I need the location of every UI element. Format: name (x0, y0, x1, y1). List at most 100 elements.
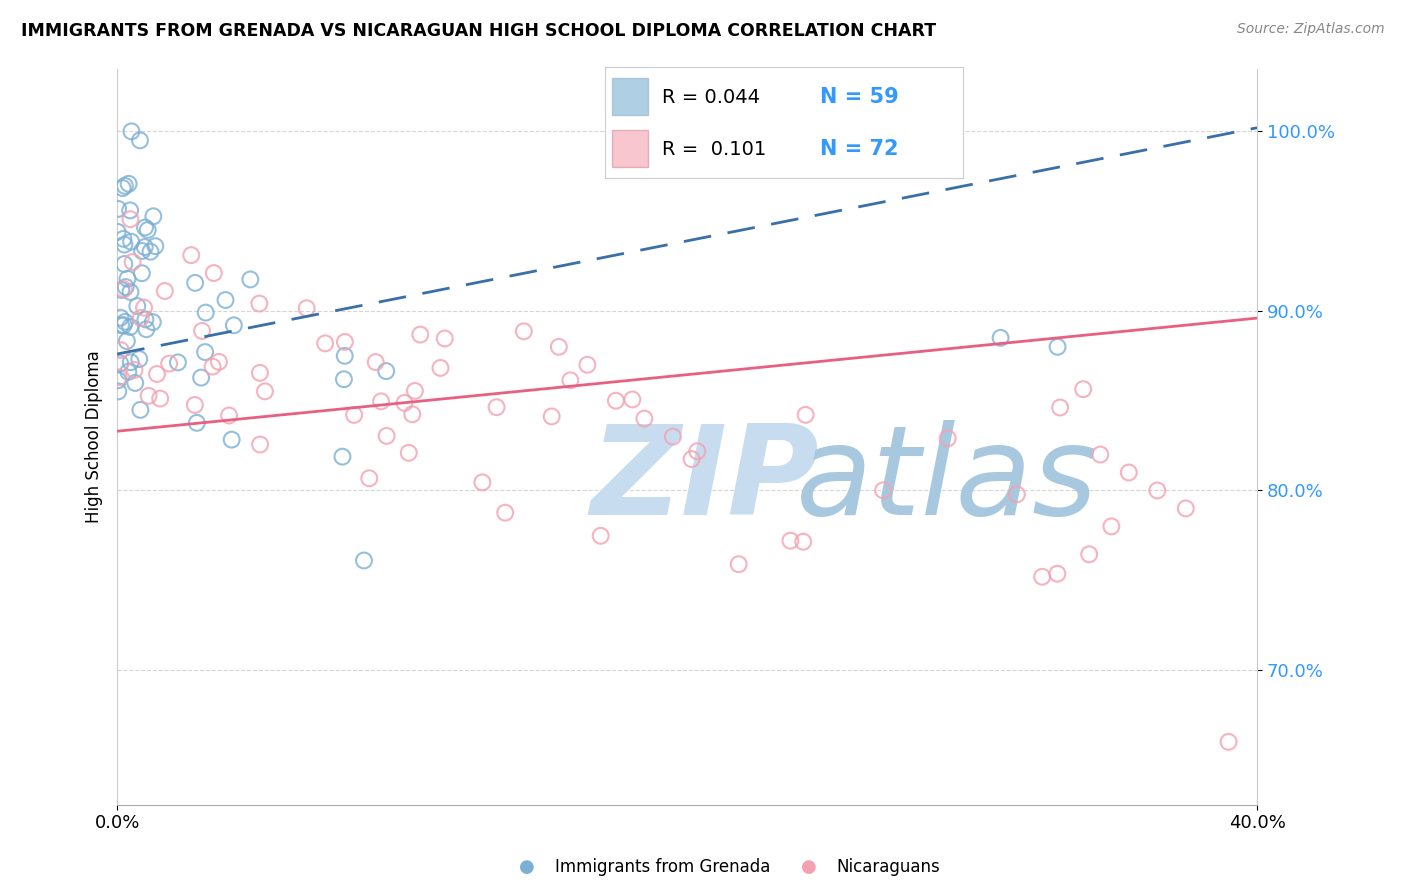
Point (560, 373, 582, 387)
Point (471, 475, 494, 490)
Point (221, 433, 243, 447)
Text: ●: ● (519, 858, 536, 876)
Point (936, 431, 959, 445)
Point (110, 283, 132, 297)
Point (110, 318, 132, 333)
Point (194, 305, 217, 319)
Point (727, 558, 749, 572)
Point (129, 310, 152, 325)
Point (621, 392, 644, 407)
Point (146, 367, 169, 381)
Point (247, 296, 270, 310)
Point (398, 446, 420, 460)
Point (180, 248, 202, 262)
Point (429, 360, 451, 375)
Point (332, 450, 354, 464)
Text: IMMIGRANTS FROM GRENADA VS NICARAGUAN HIGH SCHOOL DIPLOMA CORRELATION CHART: IMMIGRANTS FROM GRENADA VS NICARAGUAN HI… (21, 22, 936, 40)
Point (117, 177, 139, 191)
Point (117, 365, 139, 379)
Point (239, 272, 262, 286)
Point (794, 408, 817, 422)
Point (1046, 566, 1069, 581)
Text: Immigrants from Grenada: Immigrants from Grenada (555, 858, 770, 876)
Point (124, 376, 146, 390)
Point (605, 393, 627, 408)
Text: atlas: atlas (796, 420, 1098, 541)
Text: Source: ZipAtlas.com: Source: ZipAtlas.com (1237, 22, 1385, 37)
Text: ●: ● (800, 858, 817, 876)
Point (120, 285, 142, 299)
Point (353, 553, 375, 567)
Point (1071, 382, 1094, 396)
Point (107, 225, 129, 239)
Text: Nicaraguans: Nicaraguans (837, 858, 941, 876)
Point (120, 124, 142, 138)
Point (124, 363, 146, 377)
Point (1031, 570, 1053, 584)
Point (131, 266, 153, 280)
Point (134, 240, 156, 254)
Point (1218, 735, 1240, 749)
Point (333, 349, 356, 363)
Point (1046, 340, 1069, 354)
Point (314, 336, 336, 351)
Point (779, 533, 801, 548)
Text: R = 0.044: R = 0.044 (662, 87, 761, 106)
Point (401, 407, 423, 421)
Point (110, 310, 132, 325)
Point (686, 444, 709, 458)
Point (136, 223, 159, 237)
Point (249, 437, 271, 451)
Point (117, 271, 139, 285)
Point (129, 133, 152, 147)
Point (370, 394, 392, 409)
Point (184, 276, 207, 290)
Point (540, 409, 562, 424)
Point (112, 282, 135, 296)
Point (375, 429, 398, 443)
Point (194, 345, 217, 359)
Point (202, 266, 225, 280)
Point (110, 343, 132, 358)
Point (1174, 501, 1197, 516)
Point (201, 359, 224, 374)
Point (990, 331, 1012, 345)
Point (394, 396, 416, 410)
Point (214, 293, 236, 307)
Point (134, 220, 156, 235)
Point (129, 403, 152, 417)
Point (135, 322, 157, 336)
Point (167, 355, 190, 369)
Point (127, 299, 149, 313)
Point (149, 392, 172, 406)
Point (112, 257, 135, 271)
Point (138, 389, 160, 403)
Point (112, 237, 135, 252)
Point (1099, 519, 1122, 533)
Y-axis label: High School Diploma: High School Diploma (86, 351, 103, 523)
Point (107, 384, 129, 399)
Point (121, 255, 143, 269)
Point (1078, 547, 1101, 561)
Point (208, 355, 231, 369)
Point (295, 301, 318, 316)
Point (576, 358, 599, 372)
Point (1118, 466, 1140, 480)
Point (114, 178, 136, 193)
Point (872, 483, 894, 498)
Point (184, 398, 207, 412)
Point (114, 280, 136, 294)
Point (157, 357, 180, 371)
Text: R =  0.101: R = 0.101 (662, 140, 766, 159)
Point (128, 352, 150, 367)
Point (589, 529, 612, 543)
Point (110, 356, 132, 370)
Point (1146, 483, 1168, 498)
Point (190, 370, 212, 384)
Point (375, 364, 398, 378)
Point (253, 384, 276, 399)
Point (494, 506, 516, 520)
Point (343, 408, 366, 422)
Point (191, 324, 214, 338)
Point (120, 203, 142, 218)
